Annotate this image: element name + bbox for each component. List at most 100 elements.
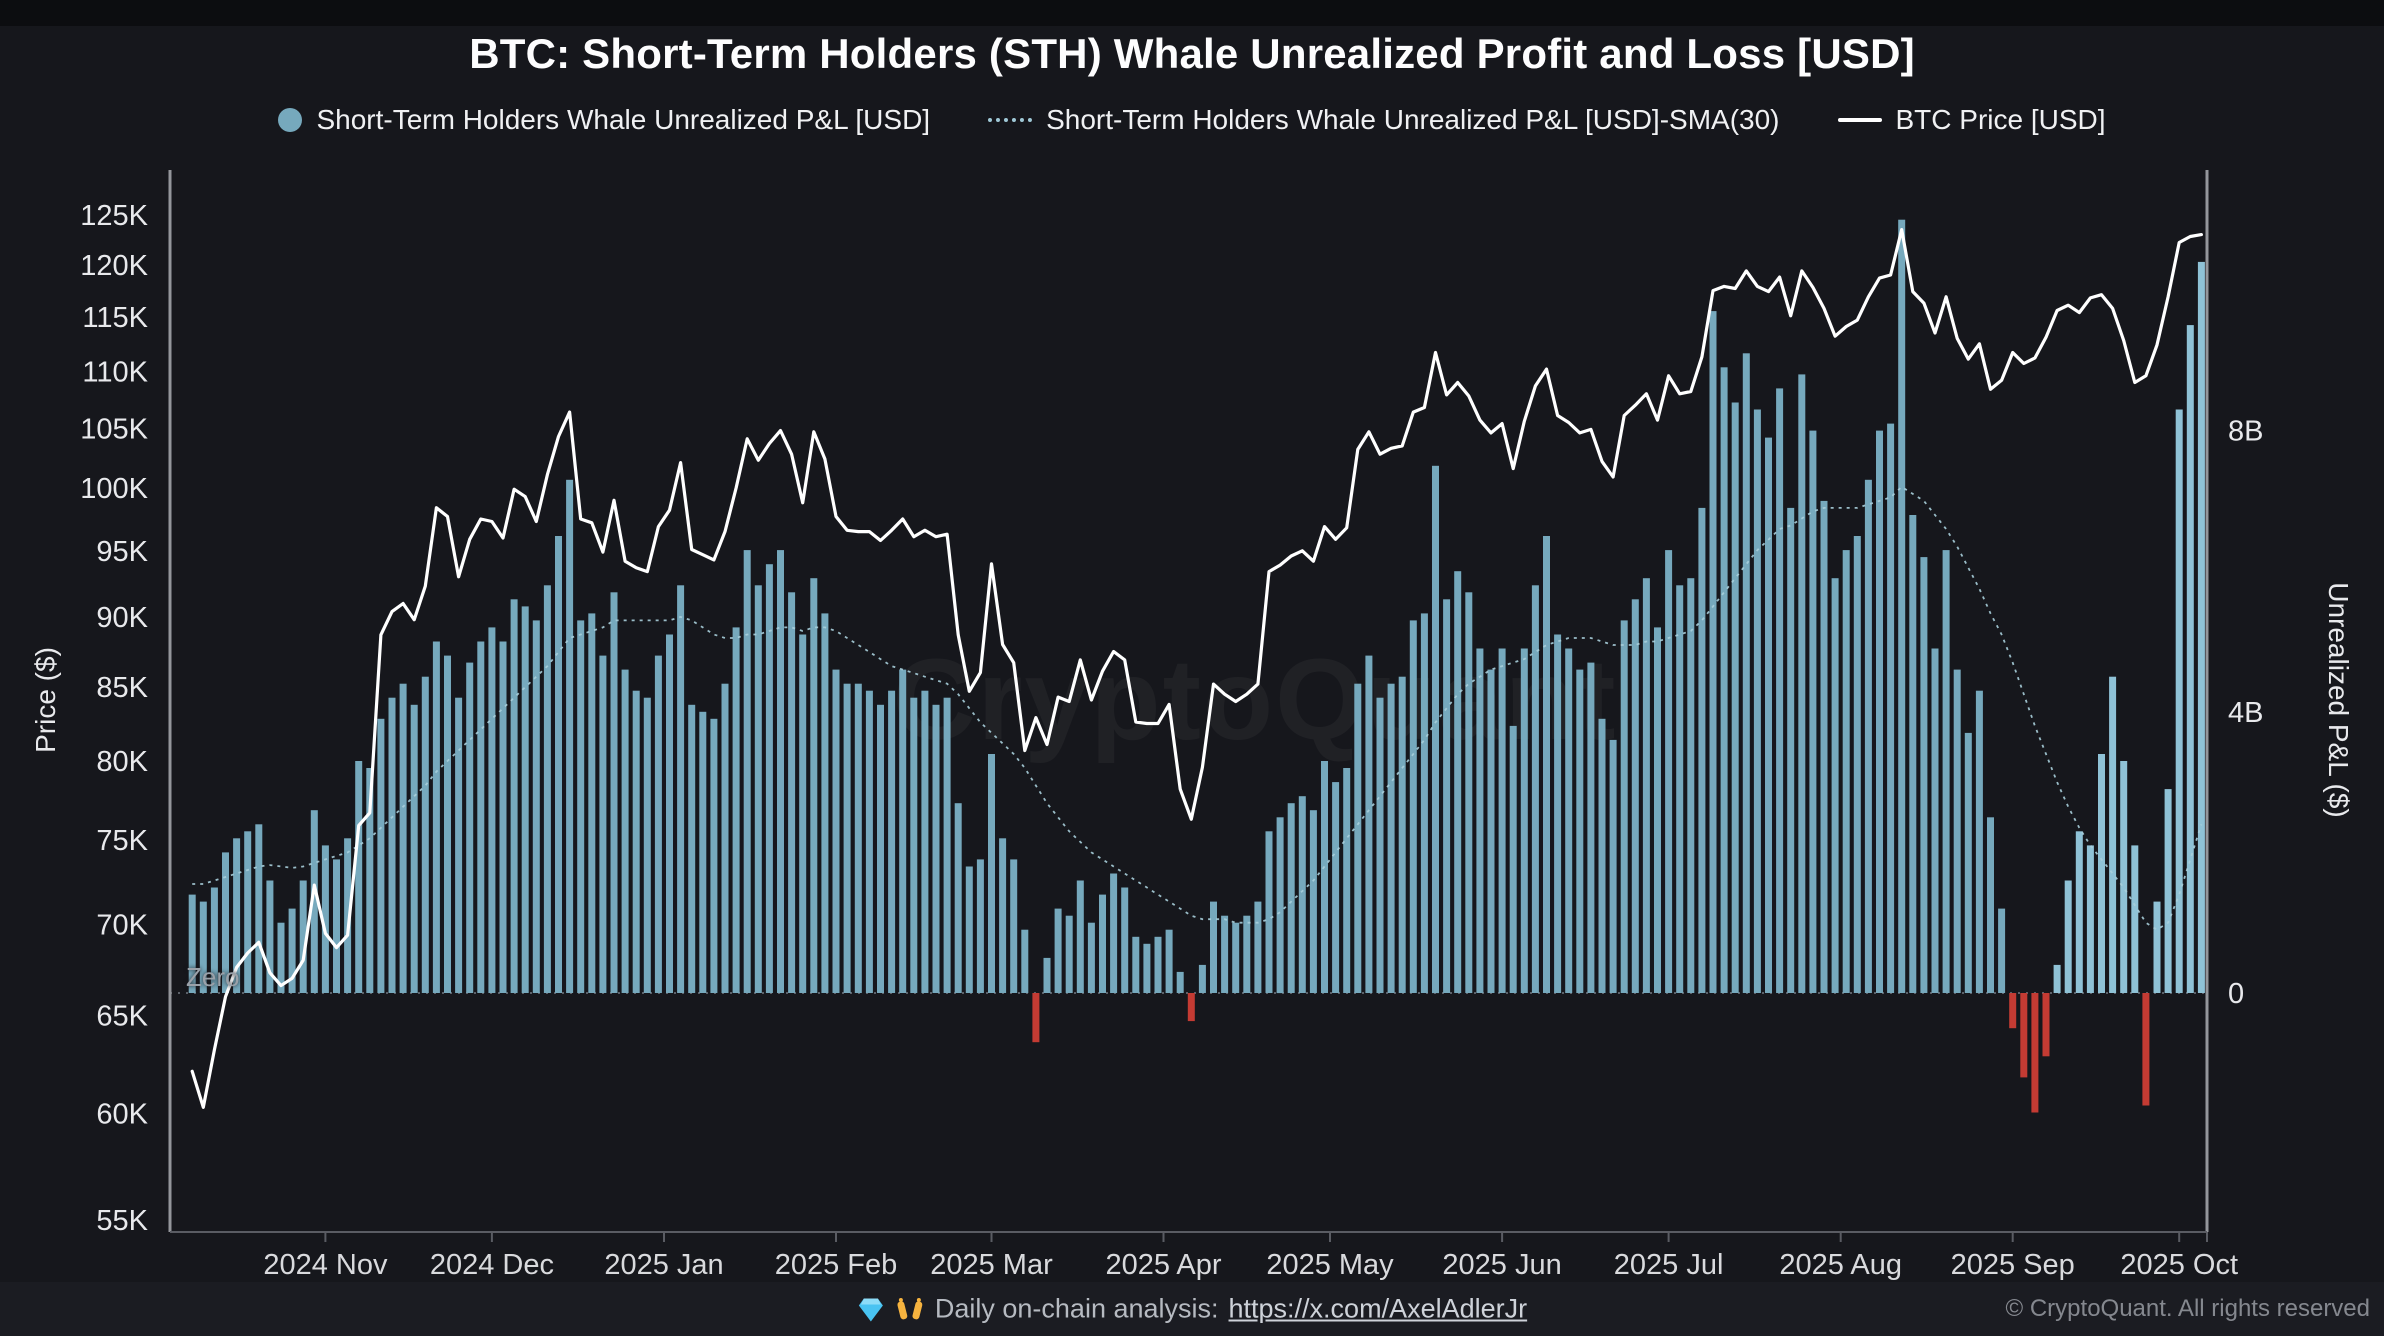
pnl-bar [1254, 901, 1262, 993]
pnl-bar [321, 845, 329, 993]
pnl-bar [843, 683, 851, 993]
pnl-bar [222, 852, 229, 993]
pnl-bar [1887, 423, 1895, 994]
pnl-bar [2131, 845, 2139, 993]
window-top-band [0, 0, 2384, 26]
legend-label-pnl: Short-Term Holders Whale Unrealized P&L … [316, 104, 931, 135]
pnl-bar [1276, 817, 1284, 994]
btc-price-line [190, 228, 2203, 1109]
pnl-bar [1531, 585, 1539, 993]
legend-item-pnl[interactable]: Short-Term Holders Whale Unrealized P&L … [278, 104, 930, 136]
x-axis-label: 2025 Oct [2120, 1249, 2238, 1281]
pnl-bar [410, 704, 418, 993]
zero-line-label: Zero [186, 962, 240, 992]
pnl-bar [1376, 697, 1384, 993]
pnl-bar [632, 690, 640, 993]
legend-item-sma[interactable]: Short-Term Holders Whale Unrealized P&L … [988, 104, 1780, 136]
legend-label-price: BTC Price [USD] [1895, 104, 2106, 135]
pnl-bar [1776, 388, 1784, 993]
pnl-bar [466, 662, 474, 993]
pnl-bar [1598, 718, 1606, 993]
pnl-bar [1021, 929, 1029, 993]
pnl-bar [366, 768, 374, 993]
pnl-bar [699, 711, 707, 993]
pnl-bar [2009, 993, 2017, 1029]
pnl-bar [1054, 908, 1062, 993]
pnl-bar [421, 676, 429, 993]
pnl-bar [910, 697, 918, 993]
pnl-bar [1243, 915, 1251, 993]
pnl-bar [854, 683, 862, 993]
pnl-bar [1176, 971, 1184, 993]
pnl-bar [2175, 409, 2183, 993]
pnl-bar [1454, 571, 1462, 993]
pnl-bar [1864, 479, 1872, 993]
copyright-text: © CryptoQuant. All rights reserved [2005, 1295, 2371, 1322]
pnl-bar [1309, 810, 1317, 993]
pnl-bar [1187, 993, 1195, 1022]
legend-item-price[interactable]: BTC Price [USD] [1837, 104, 2106, 136]
pnl-bar [976, 859, 984, 993]
pnl-bar [621, 669, 629, 993]
x-axis-label: 2025 Sep [1951, 1249, 2075, 1281]
pnl-bar [1831, 578, 1839, 993]
pnl-bar [1154, 936, 1162, 993]
pnl-bar [1287, 803, 1295, 993]
pnl-bar [1753, 409, 1761, 993]
pnl-bar [1298, 796, 1306, 993]
pnl-bar [1398, 676, 1406, 993]
pnl-bar [788, 592, 796, 993]
pnl-bar [1576, 669, 1584, 993]
pnl-bar [1387, 683, 1395, 993]
pnl-bar [344, 838, 352, 993]
x-axis-label: 2025 May [1266, 1249, 1394, 1281]
x-axis-label: 2025 Mar [930, 1249, 1053, 1281]
footer-analysis: Daily on-chain analysis: https://x.com/A… [857, 1294, 1527, 1325]
price-tick-label: 85K [96, 672, 148, 704]
pnl-bar [199, 901, 207, 993]
price-axis-title: Price ($) [30, 647, 61, 753]
pnl-bar [2075, 831, 2083, 993]
pnl-bar [233, 838, 241, 993]
pnl-bar [1853, 536, 1861, 993]
pnl-dot-icon [278, 108, 303, 132]
pnl-bar [743, 550, 751, 993]
pnl-bar [1765, 437, 1772, 994]
pnl-bar [1998, 908, 2006, 993]
pnl-bar [943, 697, 951, 993]
price-tick-label: 70K [96, 910, 148, 942]
footer-analysis-text: Daily on-chain analysis: [934, 1293, 1219, 1324]
pnl-bar [1232, 922, 1240, 993]
pnl-bar [2042, 993, 2050, 1057]
pnl-bar [1676, 585, 1684, 993]
pnl-bar [543, 585, 551, 993]
pnl-tick-label: 4B [2228, 697, 2263, 729]
pnl-bar [999, 838, 1007, 993]
pnl-bar [1543, 536, 1550, 993]
pnl-bar [1032, 993, 1040, 1043]
pnl-bar [488, 627, 496, 993]
pnl-bar [2064, 880, 2072, 993]
pnl-bar [1665, 550, 1673, 993]
pnl-bar [1687, 578, 1695, 993]
pnl-bar [1343, 768, 1351, 993]
pnl-bar [1620, 620, 1628, 993]
pnl-bar [1820, 500, 1828, 993]
pnl-bar [521, 606, 529, 993]
pnl-bar [566, 479, 574, 993]
pnl-bar [1443, 599, 1451, 993]
pnl-bar [2197, 261, 2205, 993]
x-axis-label: 2025 Aug [1779, 1249, 1902, 1281]
footer-link[interactable]: https://x.com/AxelAdlerJr [1228, 1293, 1528, 1324]
pnl-bar [954, 803, 962, 993]
cryptoquant-watermark: CryptoQuant [893, 634, 1618, 766]
pnl-bar [1409, 620, 1417, 993]
pnl-bar [1987, 817, 1994, 994]
pnl-bar [1920, 557, 1928, 993]
pnl-bar [2020, 993, 2028, 1078]
pnl-bar [643, 697, 651, 993]
pnl-bar [932, 704, 940, 993]
pnl-bar [1121, 887, 1129, 993]
pnl-bar [654, 655, 662, 993]
